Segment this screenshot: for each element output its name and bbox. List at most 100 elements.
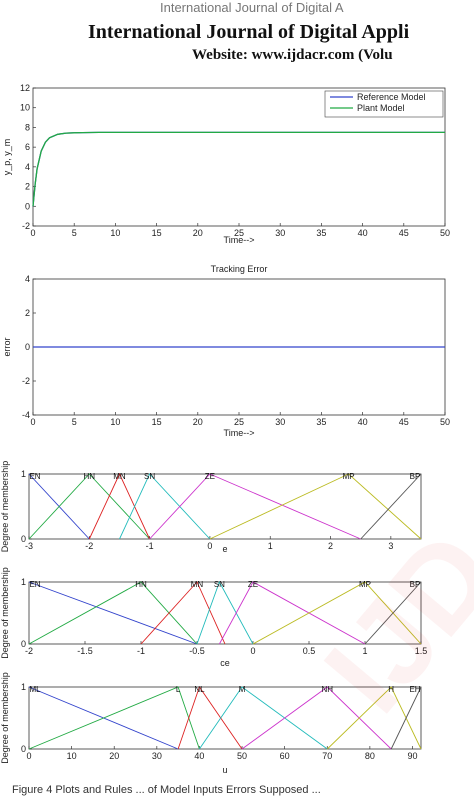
x-tick-label: 45 bbox=[399, 417, 409, 427]
x-tick-label: 90 bbox=[407, 751, 417, 761]
mf-label-eh: EH bbox=[409, 685, 420, 694]
x-tick-label: 15 bbox=[152, 417, 162, 427]
x-tick-label: 70 bbox=[322, 751, 332, 761]
x-tick-label: 35 bbox=[316, 228, 326, 238]
x-tick-label: 30 bbox=[275, 417, 285, 427]
mf-label-mp: MP bbox=[359, 580, 371, 589]
x-tick-label: 0 bbox=[250, 646, 255, 656]
mf-label-ze: ZE bbox=[205, 472, 215, 481]
series-line-ze bbox=[149, 473, 361, 540]
series-line-nl bbox=[177, 686, 243, 750]
x-tick-label: 50 bbox=[440, 417, 450, 427]
series-line-ze bbox=[219, 581, 366, 645]
x-tick-label: 3 bbox=[388, 541, 393, 551]
chart-5: 0 10 20 30 40 50 60 70 80 90 0 1 ML L NL M NH H EH u Degree … bbox=[0, 672, 422, 775]
x-tick-label: 35 bbox=[316, 417, 326, 427]
x-tick-label: -0.5 bbox=[189, 646, 205, 656]
y-tick-label: 8 bbox=[25, 122, 30, 132]
mf-label-hn: HN bbox=[84, 472, 96, 481]
legend-entry: Plant Model bbox=[357, 103, 405, 113]
y-tick-label: -4 bbox=[22, 410, 30, 420]
y-tick-label: 2 bbox=[25, 182, 30, 192]
series-line-bp bbox=[364, 581, 422, 645]
x-axis-label: e bbox=[222, 544, 227, 554]
series-line-sn bbox=[196, 580, 254, 645]
x-tick-label: -1 bbox=[137, 646, 145, 656]
x-axis-label: ce bbox=[220, 658, 230, 668]
y-tick-label: 6 bbox=[25, 142, 30, 152]
mf-label-ze: ZE bbox=[248, 580, 258, 589]
x-tick-label: 50 bbox=[237, 751, 247, 761]
x-tick-label: 0 bbox=[30, 228, 35, 238]
series-line-l bbox=[28, 686, 200, 750]
x-tick-label: 5 bbox=[72, 417, 77, 427]
x-tick-label: 40 bbox=[358, 417, 368, 427]
mf-label-mn: MN bbox=[191, 580, 204, 589]
x-tick-label: 25 bbox=[234, 417, 244, 427]
y-tick-label: 4 bbox=[25, 274, 30, 284]
y-tick-label: 1 bbox=[21, 682, 26, 692]
y-tick-label: -2 bbox=[22, 221, 30, 231]
x-tick-label: 20 bbox=[193, 228, 203, 238]
chart-title: Tracking Error bbox=[211, 264, 268, 274]
series-line-mp bbox=[209, 473, 422, 540]
x-tick-label: 80 bbox=[365, 751, 375, 761]
y-tick-label: 0 bbox=[21, 534, 26, 544]
mf-label-nh: NH bbox=[321, 685, 333, 694]
y-axis-label: Degree of membership bbox=[0, 461, 10, 553]
series-line-nh bbox=[241, 686, 392, 750]
y-axis-label: Degree of membership bbox=[0, 567, 10, 659]
mf-label-bp: BP bbox=[410, 472, 421, 481]
mf-label-en: EN bbox=[29, 472, 40, 481]
y-tick-label: 10 bbox=[20, 103, 30, 113]
x-tick-label: 60 bbox=[280, 751, 290, 761]
series-line-eh bbox=[390, 686, 422, 750]
x-tick-label: -1 bbox=[146, 541, 154, 551]
x-tick-label: 10 bbox=[110, 228, 120, 238]
series-line-mn bbox=[88, 472, 151, 540]
x-axis-label: u bbox=[222, 765, 227, 775]
mf-label-nl: NL bbox=[194, 685, 205, 694]
x-tick-label: 40 bbox=[358, 228, 368, 238]
mf-label-hn: HN bbox=[135, 580, 147, 589]
chart-1: 0 5 10 15 20 25 30 35 40 45 50-2024681012Time-->y_… bbox=[2, 83, 450, 245]
series-line-bp bbox=[360, 473, 422, 540]
series-line-mn bbox=[140, 581, 226, 645]
plot-frame bbox=[28, 686, 422, 750]
mf-label-sn: SN bbox=[144, 472, 155, 481]
y-tick-label: 4 bbox=[25, 162, 30, 172]
y-tick-label: 1 bbox=[21, 577, 26, 587]
mf-label-sn: SN bbox=[214, 580, 225, 589]
mf-label-bp: BP bbox=[410, 580, 421, 589]
y-tick-label: 2 bbox=[25, 308, 30, 318]
mf-label-l: L bbox=[176, 685, 181, 694]
series-line-m bbox=[199, 686, 328, 750]
series-line-h bbox=[326, 686, 422, 750]
plot-frame bbox=[28, 473, 422, 540]
y-tick-label: 0 bbox=[21, 639, 26, 649]
x-tick-label: -1.5 bbox=[77, 646, 93, 656]
series-line-sn bbox=[119, 473, 211, 540]
x-tick-label: 30 bbox=[275, 228, 285, 238]
y-tick-label: -2 bbox=[22, 376, 30, 386]
mf-label-en: EN bbox=[29, 580, 40, 589]
x-tick-label: 10 bbox=[110, 417, 120, 427]
x-tick-label: -2 bbox=[25, 646, 33, 656]
y-axis-label: Degree of membership bbox=[0, 672, 10, 764]
legend-entry: Reference Model bbox=[357, 92, 426, 102]
x-tick-label: 0 bbox=[30, 417, 35, 427]
x-tick-label: 30 bbox=[152, 751, 162, 761]
mf-label-m: M bbox=[239, 685, 246, 694]
legend-box bbox=[324, 90, 444, 118]
x-tick-label: 50 bbox=[440, 228, 450, 238]
mf-label-h: H bbox=[388, 685, 394, 694]
x-tick-label: 40 bbox=[194, 751, 204, 761]
y-tick-label: 0 bbox=[21, 744, 26, 754]
series-line-plant-model bbox=[32, 131, 445, 207]
y-tick-label: 12 bbox=[20, 83, 30, 93]
y-tick-label: 1 bbox=[21, 469, 26, 479]
chart-4: -2 -1.5 -1 -0.5 0 0.5 1 1.501 EN HN MN SN ZE MP BPceDe… bbox=[0, 567, 427, 668]
x-tick-label: -3 bbox=[25, 541, 33, 551]
